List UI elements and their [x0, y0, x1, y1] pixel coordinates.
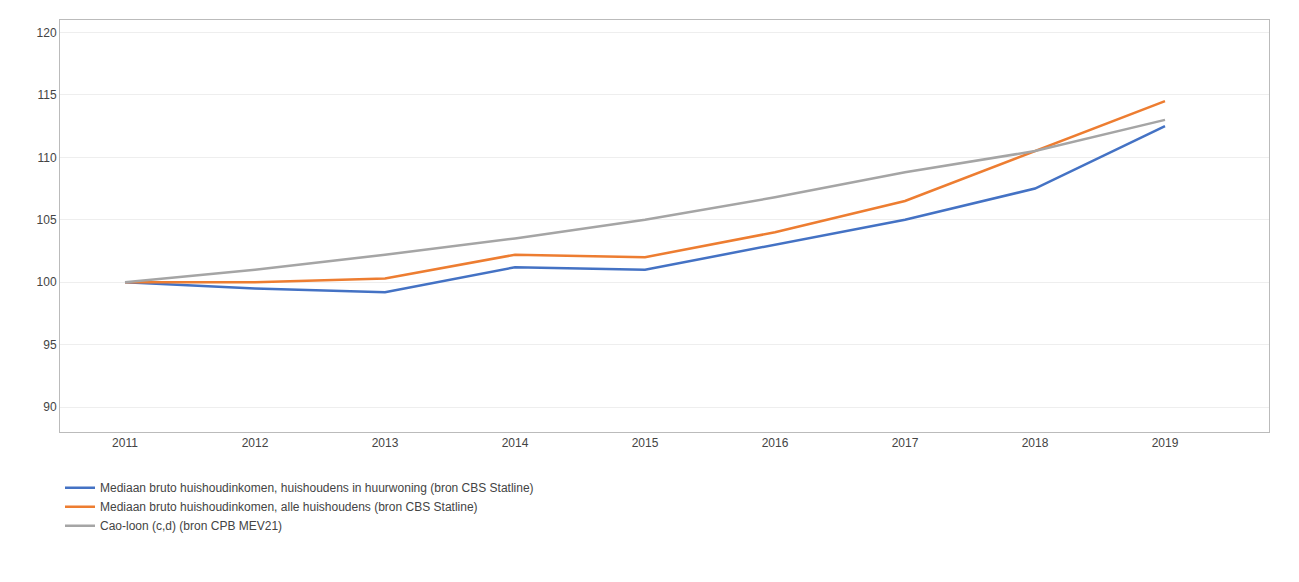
svg-text:105: 105 [37, 213, 57, 227]
svg-text:95: 95 [43, 338, 57, 352]
svg-text:2014: 2014 [502, 436, 529, 450]
svg-text:90: 90 [43, 400, 57, 414]
svg-text:2016: 2016 [762, 436, 789, 450]
svg-text:2019: 2019 [1152, 436, 1179, 450]
svg-text:Mediaan bruto huishoudinkomen,: Mediaan bruto huishoudinkomen, alle huis… [100, 500, 478, 514]
svg-text:115: 115 [37, 88, 56, 102]
svg-text:2015: 2015 [632, 436, 659, 450]
svg-text:2013: 2013 [372, 436, 399, 450]
svg-text:120: 120 [37, 26, 57, 40]
svg-text:2018: 2018 [1022, 436, 1049, 450]
svg-text:110: 110 [37, 151, 56, 165]
svg-text:2012: 2012 [242, 436, 269, 450]
svg-text:2017: 2017 [892, 436, 919, 450]
svg-text:Cao-loon (c,d) (bron CPB MEV21: Cao-loon (c,d) (bron CPB MEV21) [100, 519, 282, 533]
svg-text:100: 100 [37, 275, 57, 289]
svg-text:2011: 2011 [112, 436, 138, 450]
svg-text:Mediaan bruto huishoudinkomen,: Mediaan bruto huishoudinkomen, huishoude… [100, 481, 534, 495]
